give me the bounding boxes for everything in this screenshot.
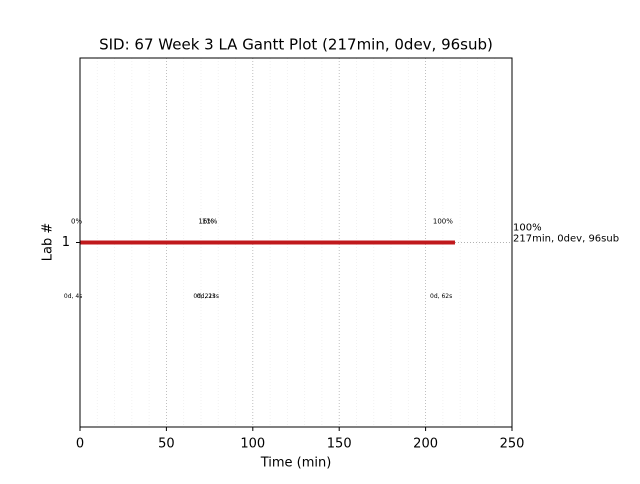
- bottom-label: 0d, 21s: [193, 293, 215, 300]
- bottom-label: 0d, 23s: [197, 293, 219, 300]
- bottom-label: 0d, 4s: [64, 293, 82, 300]
- x-tick-label: 250: [500, 437, 525, 452]
- plot-frame: [79, 57, 513, 428]
- x-tick-label: 200: [413, 437, 438, 452]
- y-tick-label: 1: [62, 235, 70, 250]
- top-label: 11%: [202, 218, 218, 226]
- x-tick-label: 100: [240, 437, 265, 452]
- chart-title: SID: 67 Week 3 LA Gantt Plot (217min, 0d…: [99, 36, 493, 54]
- y-axis-label: Lab #: [41, 223, 56, 262]
- x-tick-label: 150: [327, 437, 352, 452]
- top-label: 16%: [198, 218, 214, 226]
- end-label: 100%: [513, 223, 542, 234]
- x-axis-label: Time (min): [260, 456, 332, 471]
- bottom-label: 0d, 62s: [430, 293, 452, 300]
- top-label: 0%: [71, 218, 82, 226]
- end-label: 217min, 0dev, 96sub: [513, 234, 619, 245]
- top-label: 100%: [433, 218, 453, 226]
- x-tick-label: 50: [158, 437, 175, 452]
- x-tick-label: 0: [76, 437, 84, 452]
